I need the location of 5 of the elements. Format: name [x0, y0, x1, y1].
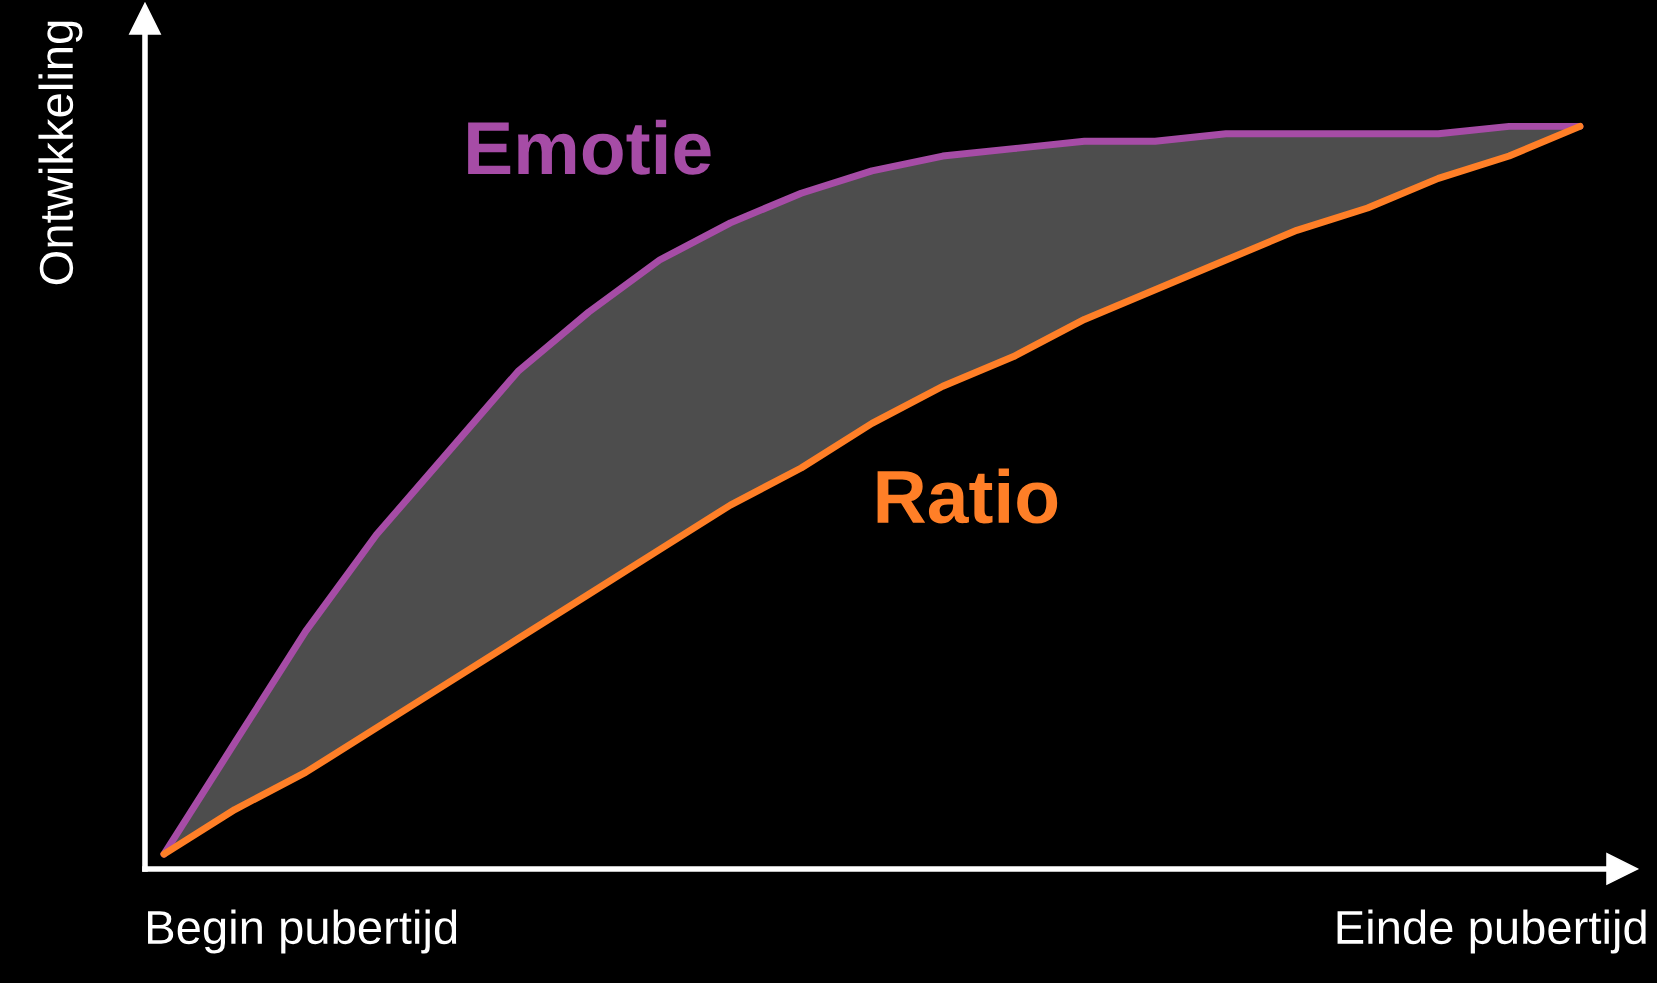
y-axis-title: Ontwikkeling	[38, 21, 83, 285]
text: Einde pubertijd	[1337, 909, 1646, 954]
text: Begin pubertijd	[148, 909, 457, 954]
series-label: Ratio	[877, 468, 1058, 524]
series-label: Emotie	[468, 119, 711, 175]
